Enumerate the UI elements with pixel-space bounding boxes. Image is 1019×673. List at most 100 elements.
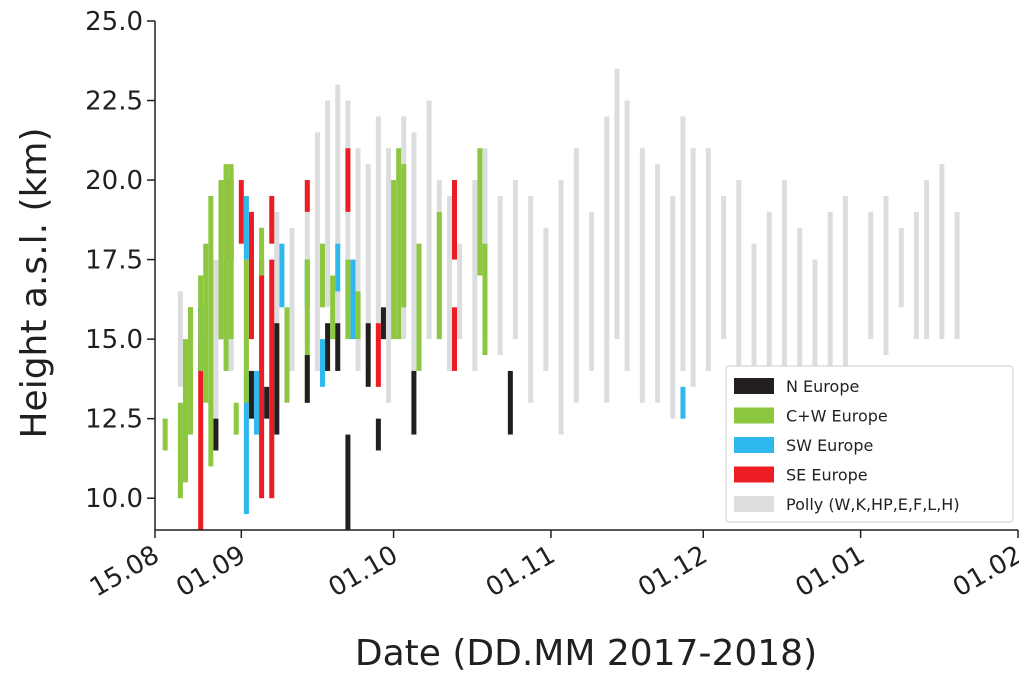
legend-swatch — [734, 466, 774, 483]
range-bar — [670, 195, 676, 419]
range-bar — [391, 180, 397, 340]
range-bar — [238, 180, 244, 244]
range-bar — [827, 211, 833, 371]
range-bar — [751, 243, 757, 371]
range-bar — [482, 243, 488, 356]
y-tick-label: 20.0 — [85, 166, 143, 196]
range-bar — [781, 180, 787, 371]
range-bar — [335, 84, 341, 340]
range-bar — [269, 259, 275, 499]
range-bar — [766, 211, 772, 403]
range-bar — [350, 259, 356, 340]
range-bar — [335, 243, 341, 292]
range-bar — [705, 148, 711, 371]
range-bar — [386, 148, 392, 403]
x-tick-label: 01.02 — [948, 540, 1019, 603]
range-bar — [614, 68, 620, 340]
legend-label: SW Europe — [786, 436, 873, 455]
range-bar — [259, 259, 265, 499]
y-tick-label: 15.0 — [85, 325, 143, 355]
range-bar — [543, 227, 549, 371]
range-bar — [411, 132, 417, 371]
range-bar — [452, 307, 458, 371]
range-bar — [924, 180, 930, 340]
range-bar — [436, 211, 442, 340]
range-bar — [274, 211, 280, 403]
range-bar — [248, 211, 254, 340]
range-bar — [954, 211, 960, 340]
range-bar — [177, 402, 183, 499]
range-bar — [477, 148, 483, 276]
range-bar — [162, 418, 168, 451]
range-bar — [243, 259, 249, 403]
range-bar — [274, 323, 280, 435]
range-bar — [797, 227, 803, 403]
range-bar — [325, 323, 331, 371]
y-tick-label: 25.0 — [85, 7, 143, 37]
range-bar — [320, 243, 326, 308]
range-bar — [604, 116, 610, 403]
legend-swatch — [734, 496, 774, 512]
range-bar — [218, 180, 224, 340]
range-bar — [254, 370, 260, 435]
range-bar — [289, 227, 295, 371]
x-axis-label: Date (DD.MM 2017-2018) — [355, 633, 817, 673]
range-bar — [304, 180, 310, 212]
range-bar — [325, 100, 331, 308]
x-tick-label: 01.10 — [324, 540, 403, 603]
range-bar — [558, 180, 564, 435]
range-bar — [213, 259, 219, 435]
range-bar — [497, 195, 503, 356]
range-bar — [243, 195, 249, 260]
range-bar — [736, 180, 742, 403]
range-bar — [573, 148, 579, 403]
range-bar — [380, 307, 386, 340]
legend-swatch — [734, 407, 774, 424]
range-bar — [939, 164, 945, 340]
range-bar — [898, 227, 904, 308]
range-bar — [198, 339, 204, 530]
range-bar — [680, 116, 686, 371]
range-bar — [375, 323, 381, 387]
range-bar — [396, 148, 402, 340]
y-tick-label: 10.0 — [85, 484, 143, 514]
range-bar — [507, 370, 513, 435]
range-bar — [655, 164, 661, 403]
range-bar — [345, 259, 351, 340]
range-bar — [304, 259, 310, 403]
range-bar — [411, 370, 417, 435]
range-bar — [512, 180, 518, 340]
range-bar — [883, 195, 889, 356]
legend-swatch — [734, 378, 774, 394]
y-tick-label: 22.5 — [85, 87, 143, 117]
x-tick-label: 01.09 — [171, 540, 250, 603]
range-bar — [228, 164, 234, 340]
range-bar — [345, 434, 351, 530]
range-bar — [457, 243, 463, 340]
y-tick-label: 17.5 — [85, 246, 143, 276]
range-bar — [208, 195, 214, 467]
range-bar — [365, 323, 371, 387]
x-tick-label: 15.08 — [85, 540, 164, 603]
range-bar — [375, 418, 381, 451]
range-bar — [188, 307, 194, 435]
range-bar — [721, 195, 727, 340]
range-bar — [680, 386, 686, 419]
range-bar — [320, 339, 326, 387]
range-bar — [842, 195, 848, 387]
range-bar — [452, 180, 458, 260]
x-tick-label: 01.11 — [481, 540, 560, 603]
legend-label: Polly (W,K,HP,E,F,L,H) — [786, 495, 960, 514]
range-bar — [304, 355, 310, 403]
range-bar — [416, 243, 422, 371]
legend-label: N Europe — [786, 377, 859, 396]
range-bar — [472, 180, 478, 371]
legend-swatch — [734, 437, 774, 453]
range-bar — [233, 402, 239, 435]
range-bar — [284, 307, 290, 403]
range-bar — [365, 164, 371, 340]
x-tick-label: 01.12 — [633, 540, 712, 603]
range-bar — [279, 243, 285, 308]
range-bar — [335, 323, 341, 371]
legend-box — [725, 365, 1014, 523]
